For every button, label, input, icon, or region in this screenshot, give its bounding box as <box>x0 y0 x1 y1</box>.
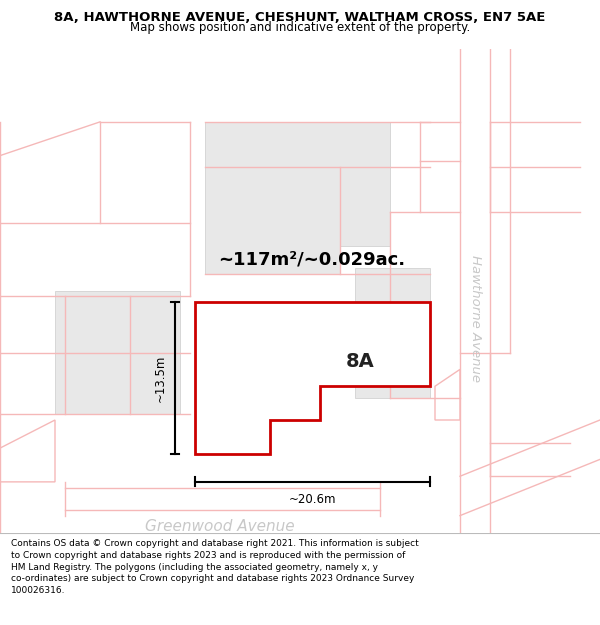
Polygon shape <box>355 268 430 398</box>
Text: 8A: 8A <box>346 352 374 371</box>
Polygon shape <box>195 302 430 454</box>
Text: 8A, HAWTHORNE AVENUE, CHESHUNT, WALTHAM CROSS, EN7 5AE: 8A, HAWTHORNE AVENUE, CHESHUNT, WALTHAM … <box>55 11 545 24</box>
Text: Greenwood Avenue: Greenwood Avenue <box>145 519 295 534</box>
Text: Map shows position and indicative extent of the property.: Map shows position and indicative extent… <box>130 21 470 34</box>
Text: Contains OS data © Crown copyright and database right 2021. This information is : Contains OS data © Crown copyright and d… <box>11 539 419 595</box>
Text: ~20.6m: ~20.6m <box>289 493 336 506</box>
Text: Hawthorne Avenue: Hawthorne Avenue <box>469 255 482 382</box>
Polygon shape <box>205 122 390 274</box>
Text: ~117m²/~0.029ac.: ~117m²/~0.029ac. <box>218 250 405 268</box>
Polygon shape <box>55 291 180 414</box>
Text: ~13.5m: ~13.5m <box>154 354 167 401</box>
